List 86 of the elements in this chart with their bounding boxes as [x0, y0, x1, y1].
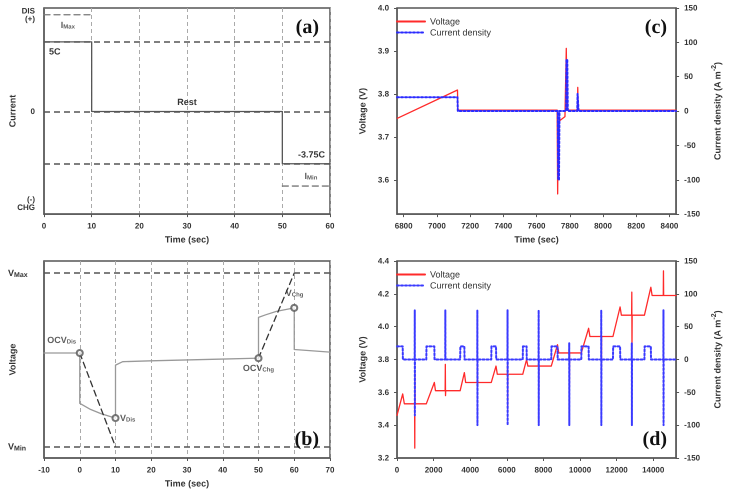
- y-tick-label: 4.4: [378, 256, 390, 266]
- y-tick-label: 3.9: [378, 46, 390, 56]
- y2-tick-label: -100: [684, 175, 701, 184]
- point: [76, 348, 84, 357]
- ref-line-label: -3.75C: [298, 149, 326, 160]
- x-tick-label: 12000: [605, 466, 628, 474]
- y2-tick-label: 150: [684, 4, 698, 12]
- legend-label: Current density: [430, 28, 492, 38]
- x-tick-label: 20: [146, 466, 156, 474]
- x-axis-title: Time (sec): [164, 234, 210, 244]
- x-tick-label: 7000: [428, 222, 446, 231]
- x-tick-label: 7200: [461, 222, 480, 231]
- x-tick-label: 0: [42, 222, 47, 231]
- point: [254, 354, 262, 362]
- y2-tick-label: 100: [684, 38, 698, 47]
- y-tick-label: 4.0: [378, 4, 390, 12]
- x-axis-title: Time (sec): [164, 478, 210, 488]
- y2-tick-label: -150: [684, 454, 701, 462]
- y-tick-label: 3.6: [378, 175, 390, 184]
- x-tick-label: 50: [254, 466, 264, 474]
- x-tick-label: 6000: [498, 466, 516, 474]
- ref-line-label: 5C: [49, 46, 62, 56]
- x-tick-label: 7400: [494, 222, 513, 231]
- y-tick-label: 4.2: [378, 289, 390, 298]
- x-tick-label: 6800: [394, 222, 414, 231]
- legend-label: Current density: [430, 280, 492, 290]
- y2-tick-label: -50: [684, 140, 696, 150]
- y-tick-label: 3.2: [378, 454, 390, 462]
- x-tick-label: 30: [182, 466, 192, 474]
- x-tick-label: -10: [38, 466, 50, 474]
- x-tick-label: 40: [230, 222, 240, 231]
- x-tick-label: 30: [182, 222, 192, 231]
- point: [290, 304, 298, 312]
- x-tick-label: 4000: [461, 466, 480, 474]
- legend-label: Voltage: [430, 270, 460, 280]
- x-tick-label: 60: [326, 222, 335, 231]
- y2-tick-label: -50: [684, 388, 696, 397]
- y2-tick-label: 0: [684, 355, 690, 364]
- ref-line-label: Rest: [177, 97, 197, 108]
- text: DIS (+): [22, 6, 36, 24]
- text: (b): [294, 428, 320, 450]
- x-tick-label: 8400: [660, 222, 679, 231]
- x-tick-label: 7600: [528, 222, 546, 231]
- y2-tick-label: -100: [684, 420, 701, 430]
- y-tick-label: 3.7: [378, 132, 390, 142]
- y-tick-label: 4.0: [378, 322, 390, 332]
- x-tick-label: 40: [218, 466, 228, 474]
- legend-label: Voltage: [430, 16, 460, 26]
- x-tick-label: 70: [326, 466, 335, 474]
- x-tick-label: 10000: [568, 466, 592, 474]
- y2-tick-label: 50: [684, 72, 694, 82]
- y-tick-label: 3.8: [378, 355, 390, 364]
- x-tick-label: 10: [111, 466, 120, 474]
- x-tick-label: 50: [278, 222, 288, 231]
- y-tick-label: 3.6: [378, 388, 390, 397]
- x-tick-label: 60: [290, 466, 300, 474]
- x-tick-label: 14000: [642, 466, 665, 474]
- text: (-) CHG: [17, 194, 36, 212]
- chart-title: (c): [644, 16, 668, 38]
- y-axis-title: Voltage (V): [358, 336, 368, 383]
- y2-tick-label: -150: [684, 210, 701, 219]
- x-tick-label: 10: [87, 222, 97, 231]
- x-tick-label: 8200: [627, 222, 646, 231]
- y2-tick-label: 0: [684, 106, 690, 116]
- chart-title: (a): [296, 16, 320, 38]
- x-tick-label: 7800: [560, 222, 580, 231]
- x-tick-label: 0: [394, 466, 400, 474]
- y-axis-title: Voltage: [8, 344, 18, 376]
- x-tick-label: 20: [134, 222, 144, 231]
- y2-tick-label: 150: [684, 256, 698, 266]
- x-tick-label: 2000: [424, 466, 444, 474]
- y2-tick-label: 100: [684, 289, 698, 298]
- text: 0: [30, 107, 36, 116]
- y-axis-title: Voltage (V): [358, 88, 368, 134]
- y-tick-label: 3.8: [378, 89, 390, 98]
- y2-tick-label: 50: [684, 322, 694, 332]
- text: (d): [642, 428, 668, 450]
- y-axis-title: Current: [8, 94, 18, 128]
- x-axis-title: Time (sec): [514, 234, 559, 244]
- y-tick-label: 3.4: [378, 420, 390, 430]
- x-tick-label: 0: [78, 466, 83, 474]
- line-series: [396, 309, 678, 426]
- x-tick-label: 8000: [534, 466, 553, 474]
- x-tick-label: 8000: [594, 222, 612, 231]
- line-series: [396, 48, 677, 195]
- point: [112, 414, 120, 422]
